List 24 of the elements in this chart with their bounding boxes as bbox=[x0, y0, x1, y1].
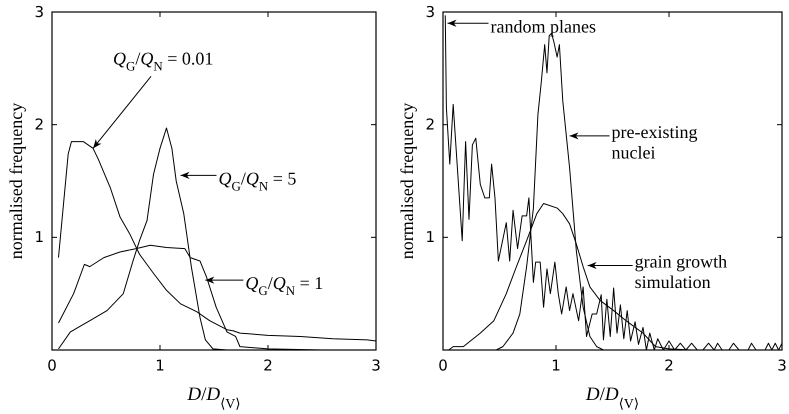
y-tick-label: 2 bbox=[425, 115, 435, 134]
x-tick-label: 2 bbox=[263, 356, 273, 375]
x-tick-label: 1 bbox=[155, 356, 165, 375]
x-tick-label: 3 bbox=[371, 356, 381, 375]
x-tick-label: 1 bbox=[551, 356, 561, 375]
annotation: Q$_{G}$/Q$_{N}$ = 1 bbox=[245, 273, 324, 299]
y-tick-label: 2 bbox=[34, 115, 44, 134]
annotation: Q$_{G}$/Q$_{N}$ = 0.01 bbox=[113, 48, 214, 74]
x-tick-label: 3 bbox=[777, 356, 787, 375]
annotation: Q$_{G}$/Q$_{N}$ = 5 bbox=[218, 168, 296, 194]
y-tick-label: 3 bbox=[34, 2, 44, 21]
y-tick-label: 1 bbox=[425, 228, 435, 246]
y-tick-label: 3 bbox=[425, 2, 435, 21]
x-axis-title: D/D$_{⟨V⟩}$ bbox=[186, 384, 241, 410]
annotation: random planes bbox=[490, 16, 596, 36]
y-tick-label: 1 bbox=[34, 228, 44, 246]
x-tick-label: 0 bbox=[47, 356, 57, 375]
x-tick-label: 0 bbox=[438, 356, 448, 375]
annotation: grain growth simulation bbox=[634, 252, 728, 292]
x-tick-label: 2 bbox=[664, 356, 674, 375]
x-axis-title: D/D$_{⟨V⟩}$ bbox=[584, 384, 640, 410]
y-axis-title: normalised frequency bbox=[397, 102, 417, 260]
y-axis-title: normalised frequency bbox=[6, 102, 26, 260]
annotation: pre-existing nuclei bbox=[612, 122, 698, 163]
